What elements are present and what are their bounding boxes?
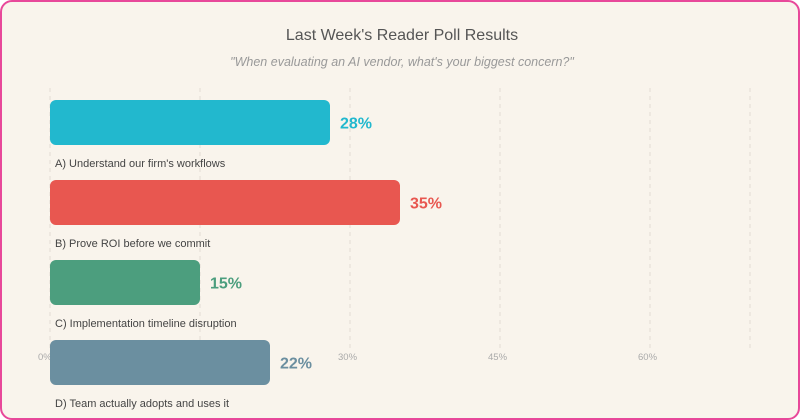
bar-3 bbox=[50, 340, 270, 385]
x-tick-label-3: 45% bbox=[488, 352, 508, 363]
value-label-3: 22% bbox=[280, 356, 312, 373]
value-label-1: 35% bbox=[410, 196, 442, 213]
category-label-1: B) Prove ROI before we commit bbox=[55, 238, 210, 250]
bar-2 bbox=[50, 260, 200, 305]
bar-1 bbox=[50, 180, 400, 225]
category-label-3: D) Team actually adopts and uses it bbox=[55, 398, 229, 410]
category-label-0: A) Understand our firm's workflows bbox=[55, 158, 226, 170]
bar-0 bbox=[50, 100, 330, 145]
value-label-2: 15% bbox=[210, 276, 242, 293]
chart-subtitle: "When evaluating an AI vendor, what's yo… bbox=[230, 55, 574, 69]
x-tick-label-4: 60% bbox=[638, 352, 658, 363]
x-tick-label-0: 0% bbox=[38, 352, 52, 363]
value-label-0: 28% bbox=[340, 116, 372, 133]
chart-title: Last Week's Reader Poll Results bbox=[285, 27, 519, 44]
category-label-2: C) Implementation timeline disruption bbox=[55, 318, 237, 330]
x-tick-label-2: 30% bbox=[338, 352, 358, 363]
